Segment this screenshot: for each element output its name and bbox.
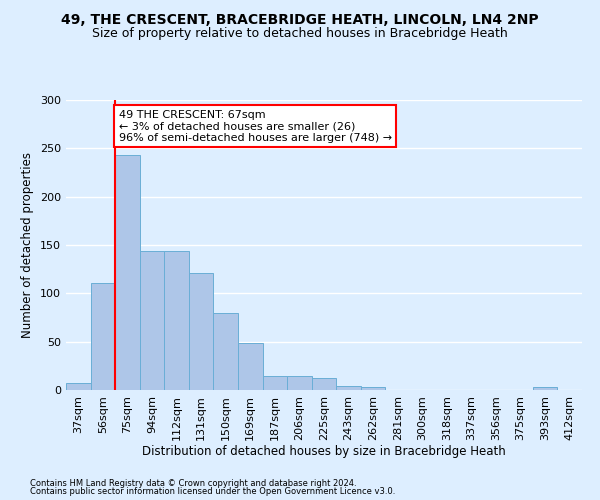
Bar [140, 251, 164, 390]
Bar [91, 282, 115, 390]
Bar [189, 273, 214, 390]
Bar [263, 376, 287, 390]
Y-axis label: Number of detached properties: Number of detached properties [22, 152, 34, 338]
Bar [238, 342, 263, 390]
X-axis label: Distribution of detached houses by size in Bracebridge Heath: Distribution of detached houses by size … [142, 446, 506, 458]
Text: Size of property relative to detached houses in Bracebridge Heath: Size of property relative to detached ho… [92, 28, 508, 40]
Bar [336, 386, 361, 390]
Bar [361, 387, 385, 390]
Bar [312, 378, 336, 390]
Text: Contains HM Land Registry data © Crown copyright and database right 2024.: Contains HM Land Registry data © Crown c… [30, 478, 356, 488]
Bar [214, 312, 238, 390]
Text: 49 THE CRESCENT: 67sqm
← 3% of detached houses are smaller (26)
96% of semi-deta: 49 THE CRESCENT: 67sqm ← 3% of detached … [119, 110, 392, 143]
Text: 49, THE CRESCENT, BRACEBRIDGE HEATH, LINCOLN, LN4 2NP: 49, THE CRESCENT, BRACEBRIDGE HEATH, LIN… [61, 12, 539, 26]
Bar [164, 251, 189, 390]
Text: Contains public sector information licensed under the Open Government Licence v3: Contains public sector information licen… [30, 487, 395, 496]
Bar [115, 155, 140, 390]
Bar [287, 376, 312, 390]
Bar [66, 383, 91, 390]
Bar [533, 387, 557, 390]
